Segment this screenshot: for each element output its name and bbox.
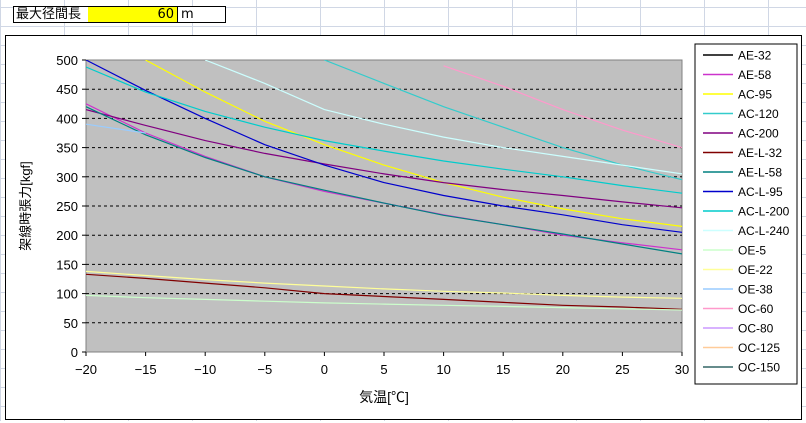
series-line-oc-60[interactable] bbox=[443, 65, 682, 149]
legend-label: OC-60 bbox=[738, 302, 774, 316]
legend-label: OC-150 bbox=[738, 361, 780, 375]
max-span-unit-cell[interactable]: m bbox=[177, 6, 226, 23]
y-tick-label: 500 bbox=[56, 53, 78, 68]
legend-label: OC-125 bbox=[738, 341, 780, 355]
legend-label: AC-L-95 bbox=[738, 185, 783, 199]
chart-area[interactable]: −20 −15 −10 −5 0 5 10 15 20 25 30 0 50 100 150 200 250 3… bbox=[5, 35, 802, 420]
y-axis-label: 架線時張力[kgf] bbox=[18, 161, 33, 251]
y-tick-label: 350 bbox=[56, 141, 78, 156]
x-tick-label: −15 bbox=[135, 362, 157, 377]
y-tick-label: 0 bbox=[71, 345, 78, 360]
series-line-ac-l-200[interactable] bbox=[86, 66, 682, 194]
legend-label: OE-38 bbox=[738, 283, 773, 297]
y-tick-label: 150 bbox=[56, 257, 78, 272]
legend-label: AC-95 bbox=[738, 88, 772, 102]
y-tick-label: 300 bbox=[56, 170, 78, 185]
y-tick-label: 50 bbox=[64, 316, 78, 331]
legend-label: AC-L-200 bbox=[738, 205, 790, 219]
y-tick-label: 200 bbox=[56, 228, 78, 243]
series-line-oe-5[interactable] bbox=[86, 294, 682, 311]
series-line-oe-22[interactable] bbox=[86, 270, 682, 299]
y-tick-label: 400 bbox=[56, 111, 78, 126]
tension-chart: −20 −15 −10 −5 0 5 10 15 20 25 30 0 50 100 150 200 250 3… bbox=[18, 43, 798, 405]
x-axis-label: 気温[℃] bbox=[359, 389, 409, 405]
x-tick-label: −5 bbox=[257, 362, 272, 377]
x-tick-label: 20 bbox=[556, 362, 570, 377]
x-tick-label: −10 bbox=[194, 362, 216, 377]
series-line-ac-95[interactable] bbox=[145, 60, 682, 227]
legend-label: AE-L-32 bbox=[738, 146, 782, 160]
legend-label: AC-120 bbox=[738, 107, 779, 121]
x-tick-label: 15 bbox=[496, 362, 510, 377]
x-tick-label: 5 bbox=[380, 362, 387, 377]
series-line-oe-38[interactable] bbox=[86, 123, 146, 134]
series-line-ac-200[interactable] bbox=[86, 109, 682, 209]
legend-label: AC-200 bbox=[738, 127, 779, 141]
legend-label: AC-L-240 bbox=[738, 224, 790, 238]
series-line-ae-l-32[interactable] bbox=[86, 273, 682, 310]
max-span-value-cell[interactable]: 60 bbox=[88, 6, 177, 23]
legend-label: OC-80 bbox=[738, 322, 774, 336]
x-tick-label: −20 bbox=[75, 362, 97, 377]
y-tick-label: 100 bbox=[56, 287, 78, 302]
y-tick-label: 250 bbox=[56, 199, 78, 214]
y-tick-label: 450 bbox=[56, 82, 78, 97]
x-tick-label: 25 bbox=[615, 362, 629, 377]
series-line-ac-l-240[interactable] bbox=[204, 60, 682, 175]
legend-label: AE-58 bbox=[738, 68, 772, 82]
x-tick-label: 0 bbox=[321, 362, 328, 377]
series-line-ae-l-58[interactable] bbox=[86, 106, 682, 255]
max-span-label[interactable]: 最大径間長 bbox=[13, 6, 88, 23]
legend-label: OE-22 bbox=[738, 263, 773, 277]
x-tick-label: 10 bbox=[436, 362, 450, 377]
legend-label: AE-L-58 bbox=[738, 166, 782, 180]
x-tick-label: 30 bbox=[675, 362, 689, 377]
legend-label: OE-5 bbox=[738, 244, 766, 258]
series-line-ac-l-95[interactable] bbox=[86, 60, 682, 233]
legend-label: AE-32 bbox=[738, 49, 772, 63]
